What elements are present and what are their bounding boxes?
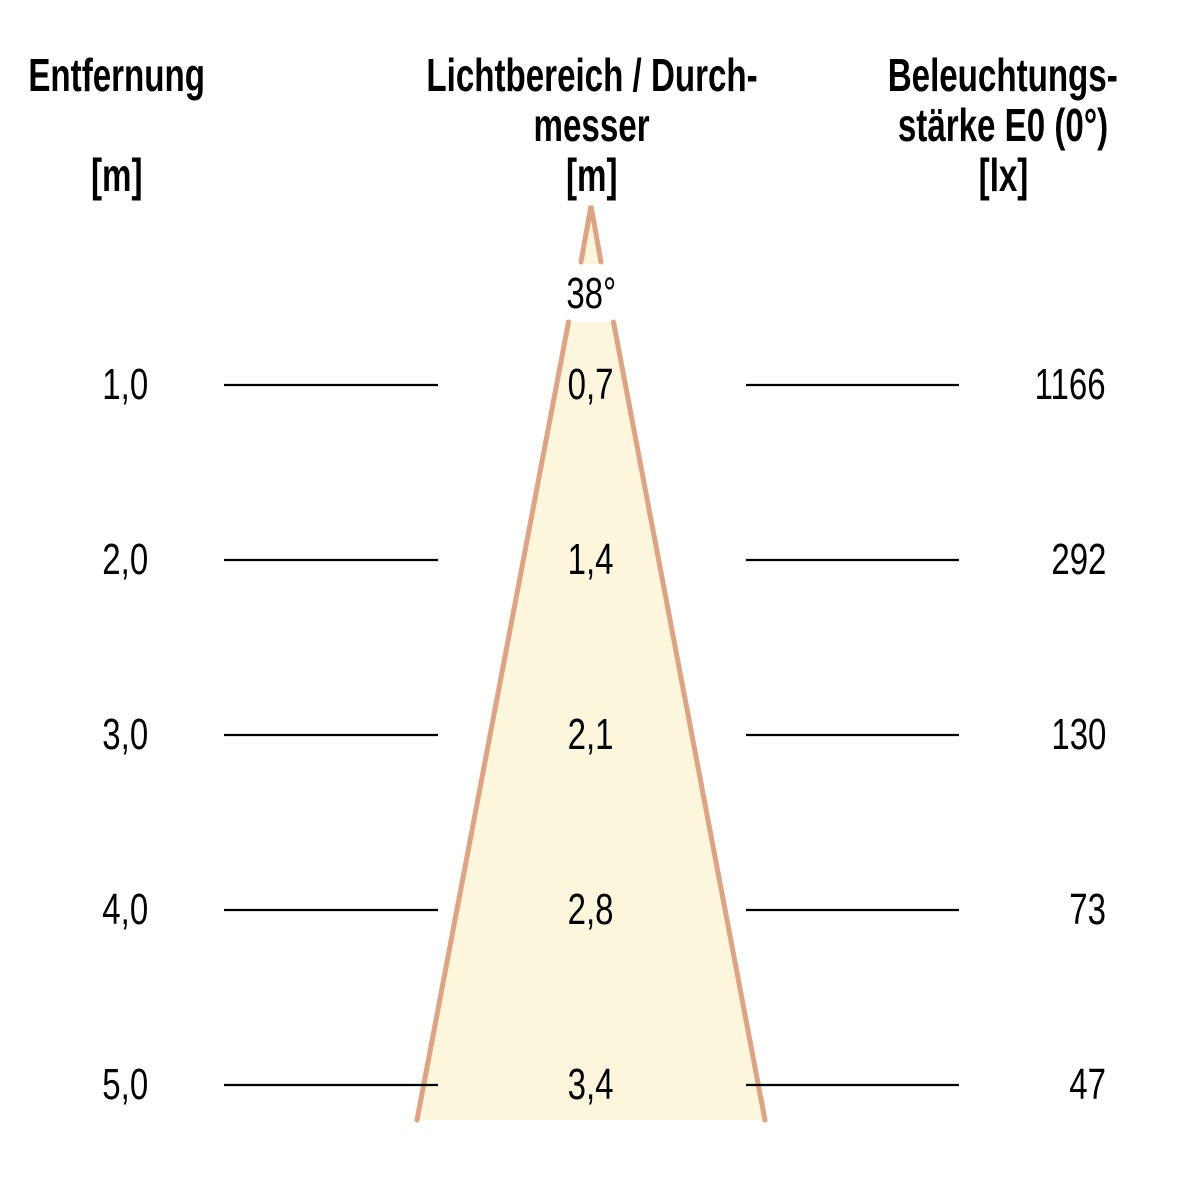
distance-value: 3,0 — [20, 712, 148, 758]
diameter-text: 1,4 — [568, 535, 614, 584]
diameter-text: 3,4 — [568, 1060, 614, 1109]
diameter-text: 2,8 — [568, 885, 614, 934]
distance-value: 2,0 — [20, 537, 148, 583]
illuminance-header-title-line1: Beleuchtungs- — [887, 49, 1119, 101]
illuminance-value: 292 — [946, 537, 1106, 583]
distance-text: 4,0 — [102, 885, 148, 934]
distance-value: 4,0 — [20, 887, 148, 933]
distance-text: 2,0 — [102, 535, 148, 584]
distance-text: 5,0 — [102, 1060, 148, 1109]
cone-left-edge — [414, 319, 571, 1123]
illuminance-text: 47 — [1069, 1060, 1106, 1109]
diameter-text: 2,1 — [568, 710, 614, 759]
cone-right-edge — [611, 319, 768, 1123]
distance-header-title: Entfernung — [28, 49, 206, 101]
illuminance-text: 1166 — [1035, 360, 1106, 409]
distance-text: 1,0 — [102, 360, 148, 409]
illuminance-value: 1166 — [946, 362, 1106, 408]
illuminance-value: 73 — [946, 887, 1106, 933]
diameter-value: 1,4 — [491, 537, 691, 583]
illuminance-value: 47 — [946, 1062, 1106, 1108]
diameter-header-unit: [m] — [566, 149, 618, 201]
diameter-value: 2,8 — [491, 887, 691, 933]
distance-header-unit: [m] — [91, 149, 143, 201]
distance-text: 3,0 — [102, 710, 148, 759]
beam-angle-label-gap — [525, 264, 657, 322]
illuminance-value: 130 — [946, 712, 1106, 758]
distance-value: 5,0 — [20, 1062, 148, 1108]
diameter-value: 0,7 — [491, 362, 691, 408]
diameter-value: 2,1 — [491, 712, 691, 758]
illuminance-header-unit: [lx] — [978, 149, 1028, 201]
light-cone-fill — [417, 205, 765, 1120]
distance-column-header: Entfernung [m] — [0, 50, 277, 200]
illuminance-header-title-line2: stärke E0 (0°) — [897, 99, 1109, 151]
diameter-value: 3,4 — [491, 1062, 691, 1108]
illuminance-text: 130 — [1050, 710, 1106, 759]
illuminance-column-header: Beleuchtungs- stärke E0 (0°) [lx] — [823, 50, 1182, 200]
diameter-header-title-line2: messer — [533, 99, 651, 151]
diameter-text: 0,7 — [568, 360, 614, 409]
diameter-column-header: Lichtbereich / Durch- messer [m] — [352, 50, 832, 200]
cone-apex-outline — [578, 205, 604, 265]
illuminance-text: 292 — [1050, 535, 1106, 584]
distance-value: 1,0 — [20, 362, 148, 408]
beam-angle-value: 38° — [566, 269, 616, 318]
beam-angle-label: 38° — [491, 271, 691, 317]
diameter-header-title-line1: Lichtbereich / Durch- — [426, 49, 758, 101]
illuminance-text: 73 — [1069, 885, 1106, 934]
